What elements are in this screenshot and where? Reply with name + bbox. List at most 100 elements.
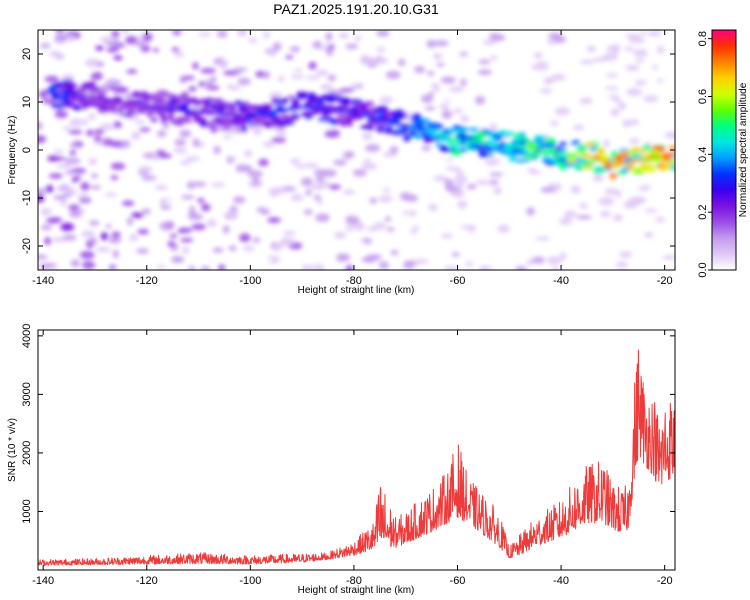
colorbar-tick-label: 0.8 — [697, 31, 709, 46]
spectrogram-ridge-cell — [548, 139, 557, 145]
spectrogram-cell — [151, 153, 160, 161]
spectrogram-cell — [570, 185, 581, 194]
spectrogram-cell — [412, 225, 419, 231]
spectrogram-cell — [38, 188, 47, 195]
spectrogram-cell — [599, 210, 611, 218]
spectrogram-cell — [159, 162, 170, 170]
spectrogram-cell — [643, 95, 659, 103]
spectrogram-ridge-cell — [418, 118, 431, 124]
spectrogram-cell — [315, 213, 330, 223]
snr-x-axis-label: Height of straight line (km) — [298, 585, 415, 596]
spectrogram-ridge-cell — [382, 108, 389, 114]
spectrogram-cell — [262, 141, 275, 148]
spectrogram-cell — [326, 47, 334, 56]
spectrogram-cell — [45, 185, 54, 193]
spectrogram-cell — [633, 49, 648, 58]
spectrogram-ridge-cell — [143, 99, 151, 104]
spectrogram-cell — [226, 210, 236, 219]
spectrogram-cell — [327, 74, 337, 82]
spectrogram-cell — [666, 122, 675, 130]
snr-series-line — [38, 349, 675, 566]
spectrogram-cell — [489, 172, 504, 177]
spectrogram-ridge-cell — [341, 104, 350, 109]
spectrogram-cell — [443, 266, 459, 270]
spectrogram-cell — [204, 80, 213, 87]
spectrogram-cell — [171, 256, 185, 264]
spectrogram-cell — [320, 44, 330, 49]
spectrogram-ridge-cell — [310, 110, 319, 115]
spectrogram-ridge-cell — [137, 109, 145, 114]
spectrogram-cell — [217, 62, 228, 67]
colorbar-tick-label: 0.4 — [697, 147, 709, 162]
spectrogram-cell — [95, 246, 112, 253]
spectrogram-cell — [188, 213, 204, 221]
spectrogram-cell — [276, 128, 286, 138]
spectrogram-ridge-cell — [72, 105, 83, 111]
colorbar-scale — [712, 30, 736, 270]
spectrogram-cell — [179, 129, 192, 138]
spectrogram-cell — [154, 184, 168, 191]
spectrogram-ridge-cell — [96, 103, 108, 109]
spectrogram-cell — [179, 160, 192, 166]
snr-y-axis-label: SNR (10 * v/v) — [7, 418, 18, 482]
spectrogram-cell — [615, 190, 622, 198]
spectrogram-cell — [440, 233, 454, 239]
spectrogram-cell — [564, 210, 577, 219]
spectrogram-cell — [141, 175, 157, 181]
spectrogram-cell — [186, 181, 196, 190]
spectrogram-cell — [364, 143, 381, 153]
spectrogram-cell — [629, 37, 645, 44]
spectrogram-cell — [88, 113, 96, 120]
spectrogram-cell — [602, 52, 618, 62]
spectrogram-cell — [539, 88, 553, 94]
spectrogram-cell — [421, 94, 433, 103]
snr-y-tick-label: 4000 — [21, 324, 33, 348]
spectrogram-cell — [426, 71, 435, 76]
spectrogram-ridge-cell — [146, 110, 154, 118]
spectrogram-cell — [635, 58, 645, 63]
spectrogram-cell — [352, 169, 367, 177]
spectrogram-cell — [136, 248, 149, 254]
spectrogram-cell — [378, 261, 390, 270]
spectrogram-ridge-cell — [558, 164, 569, 170]
spectrogram-cell — [457, 200, 468, 209]
spectrogram-cell — [533, 120, 546, 130]
spectrogram-cell — [428, 91, 435, 96]
spectrogram-cell — [313, 263, 325, 270]
spectrogram-cell — [243, 245, 255, 252]
spectrogram-cell — [353, 222, 366, 231]
spectrogram-cell — [433, 175, 448, 182]
spectrogram-cell — [289, 46, 301, 53]
spectrogram-x-tick-label: -80 — [346, 275, 362, 287]
spectrogram-cell — [64, 170, 78, 175]
spectrogram-cell — [82, 261, 96, 270]
spectrogram-cell — [386, 227, 395, 232]
spectrogram-ridge-cell — [272, 100, 283, 105]
spectrogram-cell — [308, 61, 317, 70]
spectrogram-ridge-cell — [476, 137, 483, 142]
spectrogram-cell — [474, 95, 486, 105]
spectrogram-cell — [530, 179, 544, 186]
spectrogram-ridge-cell — [459, 126, 468, 132]
spectrogram-cell — [192, 62, 199, 70]
spectrogram-cell — [173, 147, 188, 154]
spectrogram-cell — [105, 223, 112, 229]
spectrogram-cell — [111, 231, 121, 238]
spectrogram-cell — [603, 139, 610, 148]
colorbar-frame — [711, 29, 737, 271]
spectrogram-ridge-cell — [558, 148, 568, 153]
spectrogram-ridge-cell — [414, 132, 423, 140]
spectrogram-cell — [303, 209, 313, 215]
spectrogram-cell — [559, 217, 573, 225]
spectrogram-cell — [256, 207, 266, 213]
spectrogram-cell — [62, 234, 77, 242]
spectrogram-cell — [317, 200, 324, 205]
snr-background — [38, 330, 675, 570]
spectrogram-cell — [533, 52, 544, 59]
spectrogram-cell — [255, 70, 265, 78]
spectrogram-cell — [244, 149, 253, 158]
spectrogram-ridge-cell — [262, 104, 274, 110]
spectrogram-cell — [137, 228, 149, 235]
spectrogram-cell — [160, 204, 172, 210]
spectrogram-cell — [90, 185, 102, 190]
